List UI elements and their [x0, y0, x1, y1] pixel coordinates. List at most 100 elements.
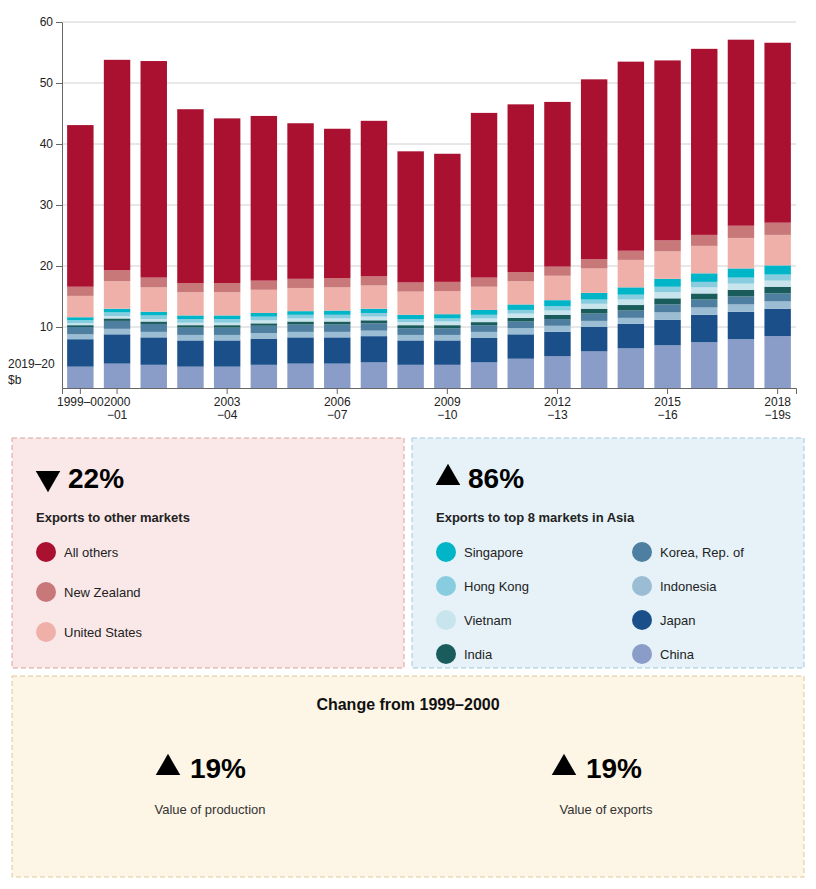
bar-segment [177, 283, 203, 292]
bar-segment [691, 235, 717, 246]
tick-label: 20 [40, 259, 54, 273]
bar-segment [691, 307, 717, 314]
text-line: 2019–20 [8, 357, 55, 371]
bar-segment [324, 287, 350, 310]
bar-segment [67, 339, 93, 366]
bar-segment [67, 334, 93, 339]
tick-mark [56, 22, 62, 23]
bar-segment [67, 320, 93, 323]
bar-segment [251, 320, 277, 323]
bars [67, 40, 791, 388]
legend-swatch [36, 622, 56, 642]
legend-swatch [436, 542, 456, 562]
bar-segment [397, 292, 423, 315]
bar-segment [581, 293, 607, 300]
x-tick: 2015−16 [654, 388, 681, 422]
bar-segment [691, 293, 717, 299]
bar-segment [508, 318, 534, 322]
legend-swatch [436, 576, 456, 596]
bar-segment [397, 322, 423, 325]
bar-segment [728, 226, 754, 238]
bar-segment [397, 335, 423, 340]
bar-segment [508, 322, 534, 329]
bar-segment [397, 151, 423, 282]
bar-segment [691, 315, 717, 342]
bar-segment [434, 365, 460, 388]
bar-segment [177, 340, 203, 366]
bar-segment [764, 309, 790, 336]
bar-segment [361, 276, 387, 285]
stat-caption: Value of production [154, 802, 265, 817]
bar-segment [397, 282, 423, 291]
axis-line [62, 23, 63, 389]
grid [62, 22, 796, 327]
bar-segment [581, 259, 607, 268]
text-line: 2006 [324, 395, 351, 409]
tick-mark [56, 266, 62, 267]
bar-segment [67, 367, 93, 388]
bar-segment [654, 240, 680, 251]
bar-segment [544, 319, 570, 326]
bar-segment [104, 60, 130, 270]
bar-segment [728, 312, 754, 339]
series-layer [67, 275, 791, 324]
bar-segment [581, 309, 607, 314]
bar-segment [251, 333, 277, 338]
bar-segment [618, 260, 644, 287]
tick-mark [777, 388, 778, 394]
bar-segment [764, 301, 790, 308]
bar-segment [287, 364, 313, 388]
bar-segment [618, 348, 644, 388]
bar-segment [544, 102, 570, 267]
bar-segment [361, 309, 387, 313]
tick-mark [117, 388, 118, 394]
legend-label: Singapore [464, 545, 523, 560]
bar-segment [618, 305, 644, 310]
bar-segment [654, 60, 680, 240]
bar-segment [361, 331, 387, 336]
bar-segment [214, 340, 240, 366]
tick-mark [56, 327, 62, 328]
bar-segment [618, 287, 644, 294]
bar-segment [544, 311, 570, 315]
box-title: Exports to top 8 markets in Asia [436, 510, 635, 525]
bar-segment [508, 314, 534, 318]
bar-segment [581, 327, 607, 351]
tick-mark [667, 388, 668, 394]
bar-segment [618, 300, 644, 305]
text-line: −10 [437, 408, 458, 422]
bar-segment [251, 116, 277, 281]
bar-segment [728, 40, 754, 226]
bar-segment [67, 125, 93, 287]
bar-segment [654, 292, 680, 298]
text-line: 1999–00 [57, 395, 104, 409]
series-layer [67, 336, 791, 388]
bar-segment [177, 315, 203, 319]
grid-line [62, 22, 796, 23]
tick-label: 2003−04 [214, 395, 241, 423]
direction-triangle [156, 754, 181, 775]
legend-swatch [632, 576, 652, 596]
bar-segment [471, 310, 497, 315]
bar-segment [324, 322, 350, 325]
bar-segment [581, 268, 607, 292]
x-tick: 2000−01 [104, 388, 131, 422]
bar-segment [618, 295, 644, 300]
chart-root: 1999–002000−012003−042006−072009−102012−… [0, 0, 816, 889]
bar-segment [764, 287, 790, 294]
bar-segment [324, 278, 350, 287]
y-tick: 20 [40, 259, 62, 273]
tick-mark [447, 388, 448, 394]
bar-segment [104, 334, 130, 363]
bar-segment [508, 281, 534, 304]
series-layer [67, 293, 791, 334]
bar-segment [397, 315, 423, 319]
bar-segment [471, 113, 497, 278]
x-tick: 2012−13 [544, 388, 571, 422]
bar-segment [141, 322, 167, 324]
bar-segment [141, 319, 167, 321]
bar-segment [287, 279, 313, 288]
legend-label: Japan [660, 613, 695, 628]
bar-segment [764, 275, 790, 281]
bar-segment [397, 340, 423, 364]
